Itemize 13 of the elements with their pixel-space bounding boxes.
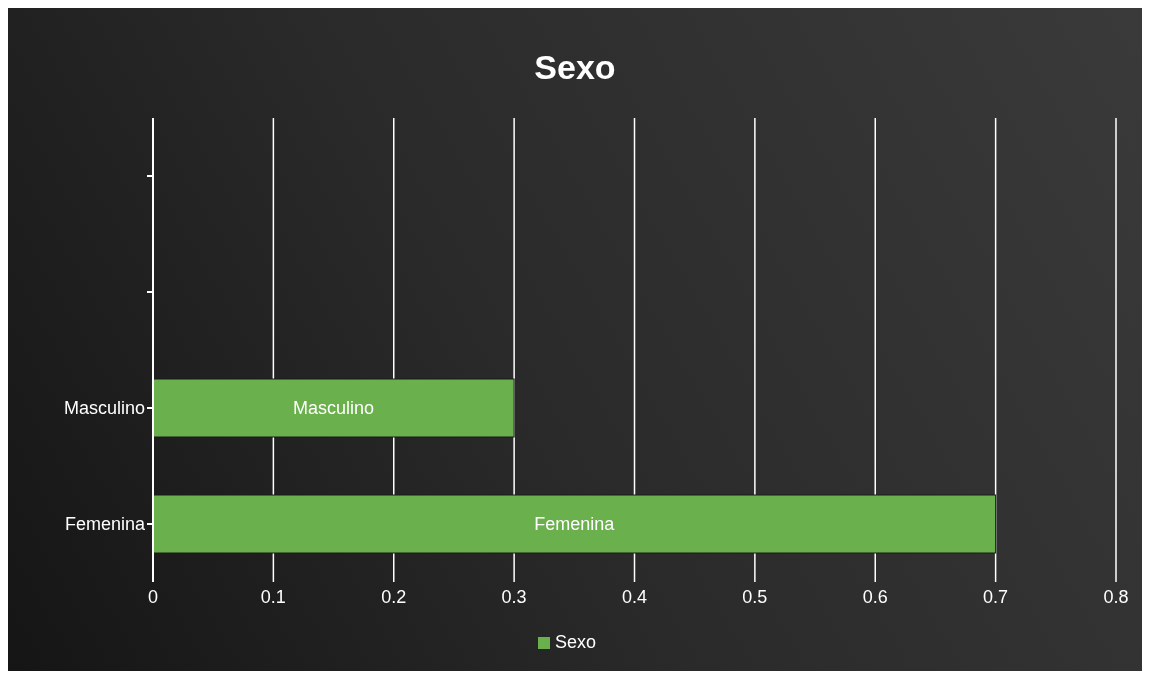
x-tick-label: 0.3 <box>501 586 527 607</box>
x-tick-label: 0.1 <box>260 586 286 607</box>
x-tick-label: 0.7 <box>983 586 1009 607</box>
x-tick-label: 0.6 <box>862 586 888 607</box>
x-tick-label: 0.5 <box>742 586 768 607</box>
text: Sexo <box>554 632 597 653</box>
x-tick-label: 0.4 <box>621 586 648 607</box>
data-label: Femenina <box>534 514 616 534</box>
chart-title: Sexo <box>533 48 617 87</box>
data-label: Masculino <box>293 398 375 418</box>
x-tick-label: 0.2 <box>381 586 407 607</box>
x-tick-label: 0.8 <box>1103 586 1129 607</box>
x-tick-label: 0 <box>147 586 159 607</box>
